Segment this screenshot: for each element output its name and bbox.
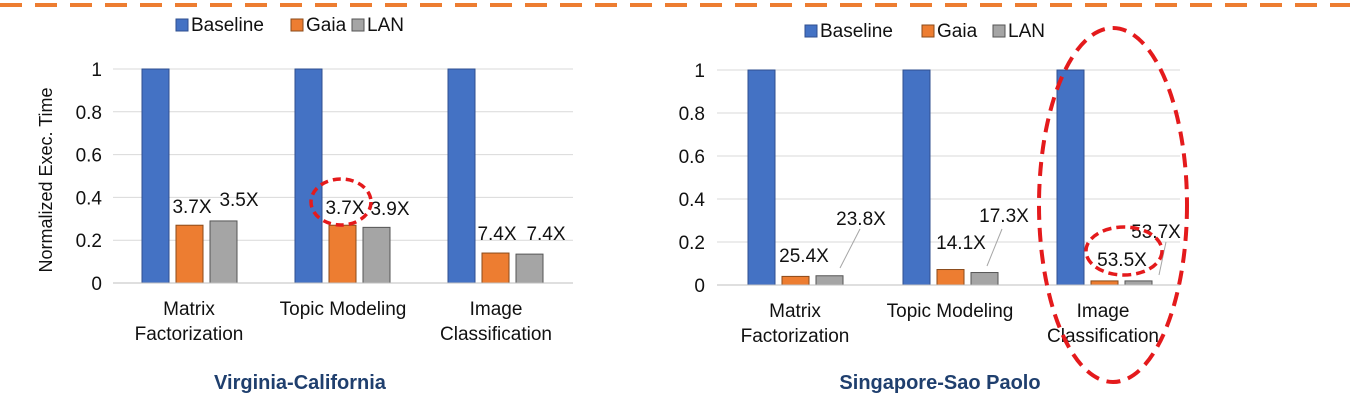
x-tick-label-image-classification: Image Classification: [1047, 301, 1159, 347]
data-label-gaia: 3.7X: [172, 197, 211, 218]
x-tick-label-image-classification: Image Classification: [440, 299, 552, 345]
leader-line: [986, 228, 1003, 267]
legend: Baseline Gaia LAN: [175, 15, 404, 36]
y-tick-label: 0.8: [76, 103, 102, 124]
data-label-gaia: 3.7X: [325, 198, 364, 219]
y-tick-label: 0.6: [679, 147, 705, 168]
y-tick-label: 0.4: [76, 188, 103, 209]
data-label-lan: 3.5X: [219, 190, 258, 211]
data-label-lan: 7.4X: [526, 224, 565, 245]
x-tick-line: Factorization: [741, 326, 850, 347]
data-label-lan: 3.9X: [370, 199, 409, 220]
legend-label-baseline: Baseline: [191, 15, 264, 36]
caption-singapore-sao-paolo: Singapore-Sao Paolo: [839, 372, 1040, 394]
chart-virginia-california: Baseline Gaia LAN Normalized Exec. Time …: [36, 15, 573, 394]
y-tick-label: 0: [91, 274, 102, 295]
bar-lan: [970, 272, 999, 286]
bar-gaia: [481, 252, 510, 284]
bar-baseline: [447, 68, 476, 284]
legend-swatch-gaia: [921, 24, 935, 38]
leader-line: [839, 228, 861, 269]
x-tick-line: Topic Modeling: [280, 299, 407, 320]
leader-line: [1158, 241, 1167, 276]
y-tick-label: 0.8: [679, 104, 705, 125]
y-tick-label: 0.6: [76, 146, 102, 167]
bar-lan: [515, 253, 544, 284]
x-tick-line: Classification: [1047, 326, 1159, 347]
highlight-ellipse-topic-modeling: [309, 177, 373, 227]
bar-baseline: [294, 68, 323, 284]
bar-baseline: [1056, 69, 1085, 286]
legend-label-lan: LAN: [1008, 21, 1045, 42]
y-tick-label: 0.2: [76, 231, 102, 252]
bar-lan: [1124, 280, 1153, 286]
bar-gaia: [1090, 280, 1119, 286]
data-label-lan: 53.7X: [1131, 222, 1181, 243]
legend-swatch-baseline: [804, 24, 818, 38]
y-tick-label: 1: [91, 60, 102, 81]
bar-lan: [209, 220, 238, 284]
legend-swatch-lan: [992, 24, 1006, 38]
y-tick-label: 0.4: [679, 190, 706, 211]
x-tick-line: Topic Modeling: [887, 301, 1014, 322]
bar-gaia: [936, 269, 965, 286]
bar-gaia: [175, 224, 204, 284]
highlight-ellipse-53x-labels: [1084, 225, 1164, 277]
y-tick-label: 0: [694, 276, 705, 297]
bar-gaia: [328, 224, 357, 284]
data-label-gaia: 14.1X: [936, 233, 986, 254]
legend-label-lan: LAN: [367, 15, 404, 36]
data-label-lan: 23.8X: [836, 209, 886, 230]
data-label-gaia: 53.5X: [1097, 250, 1147, 271]
bar-gaia: [781, 275, 810, 286]
x-tick-label-matrix-factorization: Matrix Factorization: [135, 299, 244, 345]
bar-baseline: [747, 69, 776, 286]
legend-swatch-lan: [351, 18, 365, 32]
legend-swatch-baseline: [175, 18, 189, 32]
x-tick-line: Image: [1077, 301, 1130, 322]
x-tick-line: Classification: [440, 324, 552, 345]
legend-label-gaia: Gaia: [306, 15, 347, 36]
bar-lan: [362, 226, 391, 284]
x-tick-label-matrix-factorization: Matrix Factorization: [741, 301, 850, 347]
legend-label-baseline: Baseline: [820, 21, 893, 42]
x-tick-label-topic-modeling: Topic Modeling: [280, 299, 407, 320]
x-tick-label-topic-modeling: Topic Modeling: [887, 301, 1014, 322]
y-tick-label: 0.2: [679, 233, 705, 254]
legend-swatch-gaia: [290, 18, 304, 32]
y-axis-label: Normalized Exec. Time: [36, 87, 56, 272]
chart-singapore-sao-paolo: Baseline Gaia LAN 0 0.2 0.4 0.6 0.8 1 25.4X 14…: [679, 21, 1189, 394]
legend: Baseline Gaia LAN: [804, 21, 1045, 42]
highlight-ellipse-image-classification: [1037, 26, 1189, 384]
y-tick-label: 1: [694, 61, 705, 82]
data-label-gaia: 7.4X: [477, 224, 516, 245]
x-tick-line: Matrix: [163, 299, 215, 320]
x-tick-line: Matrix: [769, 301, 821, 322]
bar-lan: [815, 275, 844, 286]
x-tick-line: Factorization: [135, 324, 244, 345]
bar-baseline: [141, 68, 170, 284]
bar-baseline: [902, 69, 931, 286]
data-label-gaia: 25.4X: [779, 246, 829, 267]
caption-virginia-california: Virginia-California: [214, 372, 387, 394]
legend-label-gaia: Gaia: [937, 21, 978, 42]
x-tick-line: Image: [470, 299, 523, 320]
data-label-lan: 17.3X: [979, 206, 1029, 227]
